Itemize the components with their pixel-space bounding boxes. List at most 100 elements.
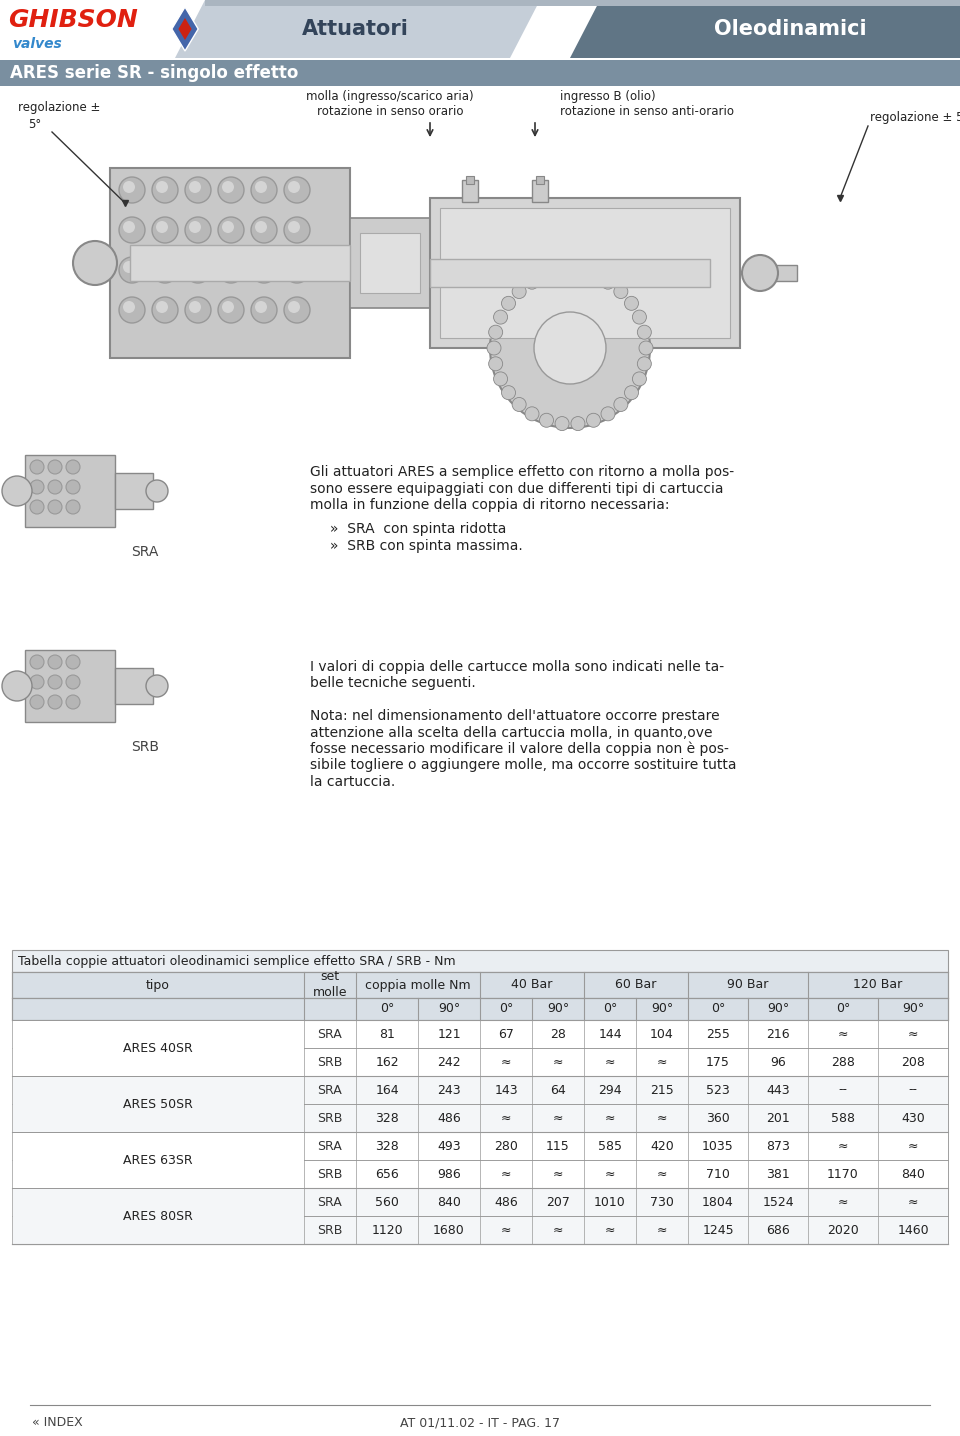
Circle shape (30, 500, 44, 514)
Circle shape (288, 181, 300, 192)
Circle shape (30, 655, 44, 669)
Text: 493: 493 (437, 1140, 461, 1153)
Text: 288: 288 (831, 1055, 855, 1068)
Bar (130, 246, 350, 281)
Bar (532, 180, 548, 202)
Text: 207: 207 (546, 1196, 570, 1209)
Circle shape (66, 655, 80, 669)
Circle shape (489, 325, 503, 339)
Circle shape (288, 221, 300, 233)
Circle shape (30, 480, 44, 494)
Text: 216: 216 (766, 1028, 790, 1041)
Circle shape (613, 284, 628, 299)
Bar (0, 0, 210, 57)
Circle shape (156, 181, 168, 192)
Circle shape (185, 257, 211, 283)
Circle shape (66, 460, 80, 474)
Circle shape (146, 480, 168, 503)
Circle shape (493, 310, 508, 325)
Text: ≈: ≈ (501, 1167, 512, 1180)
Bar (0, 60, 960, 86)
Text: SRB: SRB (131, 740, 159, 754)
Circle shape (555, 266, 569, 280)
Circle shape (625, 296, 638, 310)
Text: 0°: 0° (836, 1002, 851, 1015)
Circle shape (2, 475, 32, 505)
Circle shape (637, 356, 651, 370)
Polygon shape (175, 0, 540, 57)
Bar (360, 233, 420, 293)
Text: 328: 328 (375, 1111, 398, 1124)
Text: 294: 294 (598, 1084, 622, 1097)
Bar (12, 951, 948, 972)
Text: ≈: ≈ (605, 1055, 615, 1068)
Circle shape (501, 296, 516, 310)
Circle shape (284, 177, 310, 202)
Text: fosse necessario modificare il valore della coppia non è pos-: fosse necessario modificare il valore de… (310, 742, 729, 757)
Text: ≈: ≈ (838, 1028, 849, 1041)
Text: ARES 80SR: ARES 80SR (123, 1209, 193, 1222)
Circle shape (540, 269, 554, 283)
Text: SRB: SRB (318, 1167, 343, 1180)
Circle shape (489, 356, 503, 370)
Circle shape (512, 284, 526, 299)
Bar (12, 1160, 948, 1188)
Text: 2020: 2020 (828, 1223, 859, 1236)
Text: AT 01/11.02 - IT - PAG. 17: AT 01/11.02 - IT - PAG. 17 (400, 1416, 560, 1429)
Text: 523: 523 (707, 1084, 730, 1097)
Text: 1245: 1245 (702, 1223, 733, 1236)
Circle shape (189, 181, 201, 192)
Circle shape (48, 480, 62, 494)
Text: 67: 67 (498, 1028, 514, 1041)
Circle shape (66, 480, 80, 494)
Circle shape (251, 257, 277, 283)
Text: ARES serie SR - singolo effetto: ARES serie SR - singolo effetto (10, 65, 299, 82)
Circle shape (189, 221, 201, 233)
Circle shape (601, 406, 615, 421)
Text: 120 Bar: 120 Bar (853, 978, 902, 991)
Circle shape (534, 312, 606, 383)
Bar (350, 218, 430, 307)
Text: 420: 420 (650, 1140, 674, 1153)
Text: SRA: SRA (318, 1028, 343, 1041)
Bar (25, 455, 115, 527)
Text: 443: 443 (766, 1084, 790, 1097)
Circle shape (66, 695, 80, 709)
Text: ≈: ≈ (838, 1140, 849, 1153)
Text: regolazione ± 5°: regolazione ± 5° (870, 112, 960, 125)
Text: 215: 215 (650, 1084, 674, 1097)
Circle shape (255, 221, 267, 233)
Circle shape (30, 675, 44, 689)
Circle shape (218, 297, 244, 323)
Text: set
molle: set molle (313, 971, 348, 999)
Text: valves: valves (12, 37, 61, 52)
Text: 90°: 90° (438, 1002, 460, 1015)
Text: 1035: 1035 (702, 1140, 733, 1153)
Text: 430: 430 (901, 1111, 924, 1124)
Text: ≈: ≈ (501, 1223, 512, 1236)
Text: 0°: 0° (710, 1002, 725, 1015)
Text: 1804: 1804 (702, 1196, 733, 1209)
Circle shape (571, 416, 585, 431)
Circle shape (218, 257, 244, 283)
Text: 96: 96 (770, 1055, 786, 1068)
Text: la cartuccia.: la cartuccia. (310, 775, 396, 788)
Text: Attuatori: Attuatori (301, 19, 408, 39)
Circle shape (123, 181, 135, 192)
Text: 0°: 0° (499, 1002, 514, 1015)
Circle shape (48, 695, 62, 709)
Text: attenzione alla scelta della cartuccia molla, in quanto,ove: attenzione alla scelta della cartuccia m… (310, 725, 712, 740)
Circle shape (288, 302, 300, 313)
Circle shape (185, 177, 211, 202)
Text: Gli attuatori ARES a semplice effetto con ritorno a molla pos-: Gli attuatori ARES a semplice effetto co… (310, 465, 734, 480)
Circle shape (48, 500, 62, 514)
Circle shape (189, 302, 201, 313)
Text: 486: 486 (494, 1196, 517, 1209)
Text: 1680: 1680 (433, 1223, 465, 1236)
Text: Tabella coppie attuatori oleodinamici semplice effetto SRA / SRB - Nm: Tabella coppie attuatori oleodinamici se… (18, 955, 456, 968)
Text: 90°: 90° (547, 1002, 569, 1015)
Text: ≈: ≈ (553, 1223, 564, 1236)
Text: ARES 40SR: ARES 40SR (123, 1041, 193, 1054)
Circle shape (525, 406, 539, 421)
Text: 328: 328 (375, 1140, 398, 1153)
